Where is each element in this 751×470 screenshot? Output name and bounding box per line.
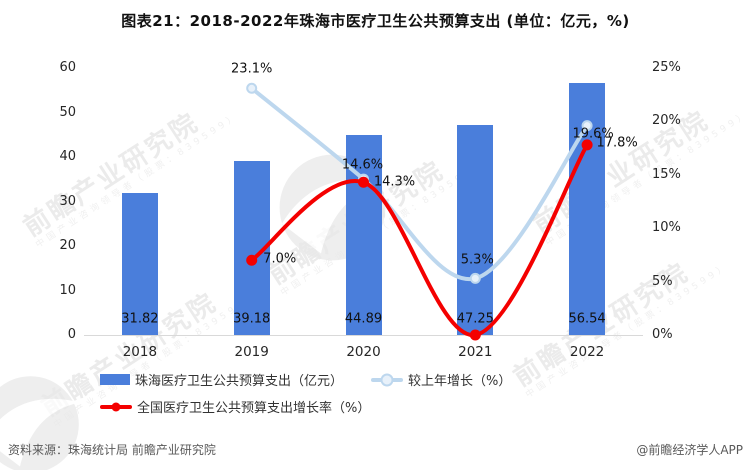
x-axis-label: 2018 (122, 344, 158, 360)
credit-text: @前瞻经济学人APP (636, 443, 743, 457)
legend-row-1: 珠海医疗卫生公共预算支出（亿元） 较上年增长（%） (100, 370, 539, 389)
data-point-marker-icon (469, 272, 481, 284)
right-axis-tick: 25% (652, 60, 681, 75)
bar-2018 (121, 193, 158, 335)
legend-national-label: 全国医疗卫生公共预算支出增长率（%） (137, 401, 371, 416)
legend-national-line-swatch (100, 402, 132, 411)
data-point-marker-icon (246, 82, 258, 94)
left-axis-tick: 20 (59, 238, 76, 253)
right-axis-tick: 0% (652, 327, 673, 342)
legend-bar-label: 珠海医疗卫生公共预算支出（亿元） (135, 374, 344, 389)
bar-value-label: 39.18 (233, 311, 271, 327)
right-axis-tick: 20% (652, 113, 681, 129)
left-axis-tick: 50 (59, 104, 76, 120)
left-axis-tick: 40 (59, 149, 76, 164)
x-axis-label: 2021 (458, 344, 493, 360)
bar-value-label: 31.82 (121, 311, 159, 327)
x-axis-label: 2019 (234, 344, 269, 360)
line-value-label: 5.3% (460, 252, 494, 268)
legend-growth-marker-icon (380, 373, 394, 386)
data-point-marker-icon (358, 176, 369, 188)
right-axis-tick: 5% (652, 273, 673, 289)
legend-growth-label: 较上年增长（%） (408, 374, 512, 389)
data-point-marker-icon (246, 254, 258, 266)
left-axis-tick: 10 (59, 282, 76, 298)
legend-item-yoy-growth: 较上年增长（%） (371, 370, 511, 389)
line-value-label: 14.3% (373, 174, 416, 190)
source-text: 资料来源：珠海统计局 前瞻产业研究院 (8, 443, 216, 457)
line-value-label: 7.0% (263, 251, 297, 267)
line-value-label: 23.1% (231, 61, 273, 77)
footer: 资料来源：珠海统计局 前瞻产业研究院 @前瞻经济学人APP (8, 441, 743, 458)
left-axis-tick: 0 (67, 327, 76, 342)
legend-growth-line-swatch (371, 373, 404, 386)
right-axis-tick: 15% (652, 166, 681, 182)
legend: 珠海医疗卫生公共预算支出（亿元） 较上年增长（%） 全国医疗卫生公共预算支出增长… (100, 370, 539, 424)
legend-item-national-growth: 全国医疗卫生公共预算支出增长率（%） (100, 397, 370, 416)
data-point-marker-icon (581, 120, 593, 132)
legend-row-2: 全国医疗卫生公共预算支出增长率（%） (100, 397, 539, 416)
line-series-2 (249, 142, 590, 338)
line-series-1 (249, 86, 590, 282)
x-axis-line (84, 335, 643, 336)
chart-title: 图表21：2018-2022年珠海市医疗卫生公共预算支出 (单位：亿元，%) (121, 12, 630, 30)
legend-item-zhuhai-bar: 珠海医疗卫生公共预算支出（亿元） (100, 370, 343, 389)
x-axis-label: 2022 (569, 344, 605, 360)
line-value-label: 17.8% (596, 135, 638, 151)
line-value-label: 14.6% (341, 157, 384, 173)
data-point-marker-icon (581, 139, 593, 151)
left-axis-tick: 60 (59, 60, 76, 75)
left-axis-tick: 30 (59, 193, 76, 209)
bar-value-label: 47.25 (456, 311, 494, 327)
right-axis-tick: 10% (652, 220, 681, 236)
bar-2021 (457, 124, 494, 335)
x-axis-label: 2020 (346, 344, 381, 360)
legend-national-marker-icon (111, 402, 121, 411)
line-value-label: 19.6% (572, 126, 614, 142)
data-point-marker-icon (469, 329, 481, 341)
legend-bar-swatch (100, 374, 130, 385)
bar-value-label: 56.54 (568, 311, 606, 327)
qianzhan-logo-watermark-icon (0, 372, 83, 470)
bar-value-label: 44.89 (344, 311, 383, 327)
